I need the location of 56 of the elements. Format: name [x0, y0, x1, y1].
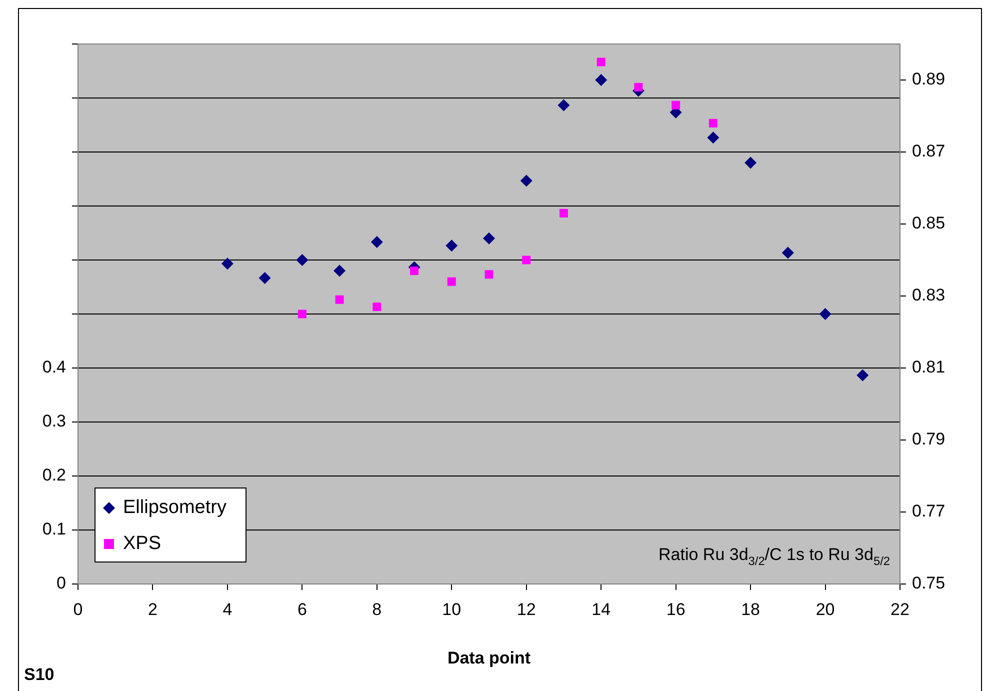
x-tick-label: 0 — [73, 600, 83, 619]
x-tick-label: 8 — [372, 600, 382, 619]
point — [446, 240, 458, 252]
y2-tick-label: 0.89 — [912, 70, 946, 89]
x-tick-label: 12 — [516, 600, 536, 619]
x-tick-label: 6 — [297, 600, 307, 619]
y-tick-label: 0.1 — [42, 520, 66, 539]
y2-tick-label: 0.81 — [912, 358, 946, 377]
point — [782, 246, 794, 259]
x-tick-label: 14 — [592, 600, 611, 619]
y-tick-label: 0.2 — [42, 466, 66, 485]
point — [370, 236, 383, 248]
x-axis-title: Data point — [447, 648, 531, 668]
point — [258, 272, 271, 284]
y2-tick-label: 0.83 — [912, 286, 946, 305]
point — [596, 58, 606, 66]
point — [856, 369, 869, 382]
text: S10 — [24, 665, 54, 684]
y2-tick-label: 0.87 — [912, 142, 946, 161]
x-tick-label: 10 — [442, 600, 462, 619]
y2-tick-label: 0.79 — [912, 430, 946, 449]
point — [744, 156, 757, 169]
point — [298, 310, 306, 318]
point — [672, 100, 680, 110]
point — [334, 264, 346, 277]
point — [707, 132, 720, 144]
y-tick-label: 0.3 — [42, 412, 66, 431]
point — [221, 258, 234, 270]
x-tick-label: 4 — [222, 600, 232, 619]
point — [410, 266, 419, 276]
y2-tick-label: 0.85 — [912, 214, 946, 233]
point — [558, 99, 570, 112]
y-tick-label: 0.4 — [42, 358, 66, 377]
y2-tick-label: 0.77 — [912, 502, 946, 521]
point — [522, 256, 531, 264]
legend-label: Ellipsometry — [123, 497, 227, 518]
x-tick-label: 2 — [148, 600, 158, 619]
y2-tick-label: 0.75 — [912, 574, 946, 593]
point — [634, 82, 643, 92]
point — [447, 277, 456, 286]
point — [559, 208, 568, 218]
point — [483, 232, 495, 244]
point — [520, 174, 532, 187]
y-tick-label: 0 — [56, 574, 66, 593]
point — [484, 270, 494, 279]
point — [296, 254, 308, 266]
point — [335, 295, 344, 304]
point — [372, 302, 382, 312]
x-tick-label: 16 — [666, 600, 686, 619]
x-tick-label: 20 — [816, 600, 835, 619]
point — [819, 308, 832, 320]
x-tick-label: 22 — [890, 600, 910, 619]
legend-label: XPS — [123, 533, 162, 554]
point — [708, 118, 718, 128]
x-tick-label: 18 — [741, 600, 760, 619]
point — [595, 74, 608, 86]
